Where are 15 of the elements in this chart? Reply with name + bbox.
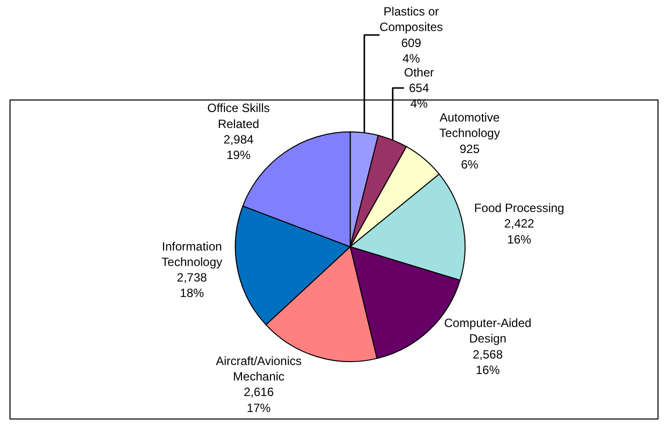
slice-label: Plastics or Composites — [380, 4, 443, 34]
slice-label: Other — [404, 65, 434, 80]
slice-label: Office Skills Related — [207, 101, 270, 131]
slice-label: Aircraft/Avionics Mechanic — [216, 354, 302, 384]
data-label: 2,422 16% — [504, 216, 535, 246]
slice-label: Computer-Aided Design — [444, 316, 532, 346]
data-label: 2,984 19% — [224, 132, 254, 162]
data-label: 609 4% — [401, 36, 422, 66]
slice-label: Food Processing — [474, 201, 564, 216]
data-label: 2,616 17% — [244, 385, 274, 415]
data-label: 925 6% — [460, 142, 480, 172]
slice-label: Automotive Technology — [439, 110, 500, 140]
data-label: 2,738 18% — [176, 270, 208, 300]
slice-label: Information Technology — [162, 239, 222, 269]
data-label: 2,568 16% — [472, 347, 504, 377]
